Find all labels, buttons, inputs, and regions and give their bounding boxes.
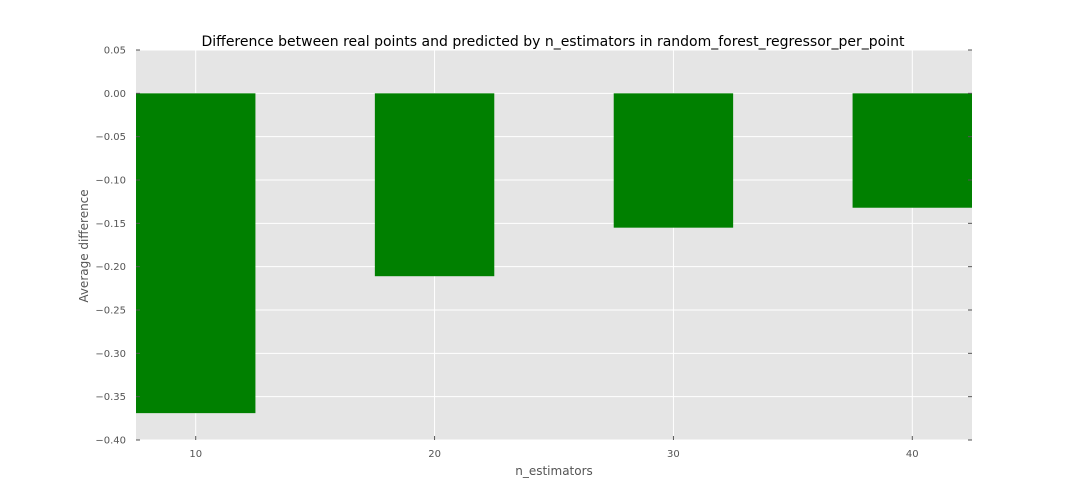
x-tick-label: 20	[428, 449, 441, 460]
bar-30	[613, 93, 734, 228]
bars	[136, 93, 972, 414]
x-tick-labels: 10 20 30 40	[189, 449, 918, 460]
y-tick-label: −0.20	[95, 262, 126, 273]
y-tick-label: −0.10	[95, 176, 126, 187]
x-axis-title: n_estimators	[515, 464, 593, 478]
chart-title: Difference between real points and predi…	[202, 34, 905, 50]
y-tick-label: −0.30	[95, 349, 126, 360]
bar-10	[136, 93, 256, 414]
plot-area	[136, 50, 972, 440]
y-axis-title: Average difference	[77, 189, 91, 302]
y-tick-label: −0.05	[95, 132, 126, 143]
y-tick-labels: 0.05 0.00 −0.05 −0.10 −0.15 −0.20 −0.25 −0.30 −0…	[95, 46, 126, 447]
tick-marks	[136, 49, 972, 441]
y-tick-label: 0.00	[104, 89, 126, 100]
x-tick-label: 30	[667, 449, 680, 460]
y-tick-label: −0.25	[95, 306, 126, 317]
y-tick-label: 0.05	[104, 46, 126, 57]
x-tick-label: 40	[906, 449, 919, 460]
bar-20	[374, 93, 495, 277]
x-tick-label: 10	[189, 449, 202, 460]
y-tick-label: −0.40	[95, 436, 126, 447]
bar-40	[852, 93, 972, 208]
y-tick-label: −0.35	[95, 392, 126, 403]
y-tick-label: −0.15	[95, 219, 126, 230]
